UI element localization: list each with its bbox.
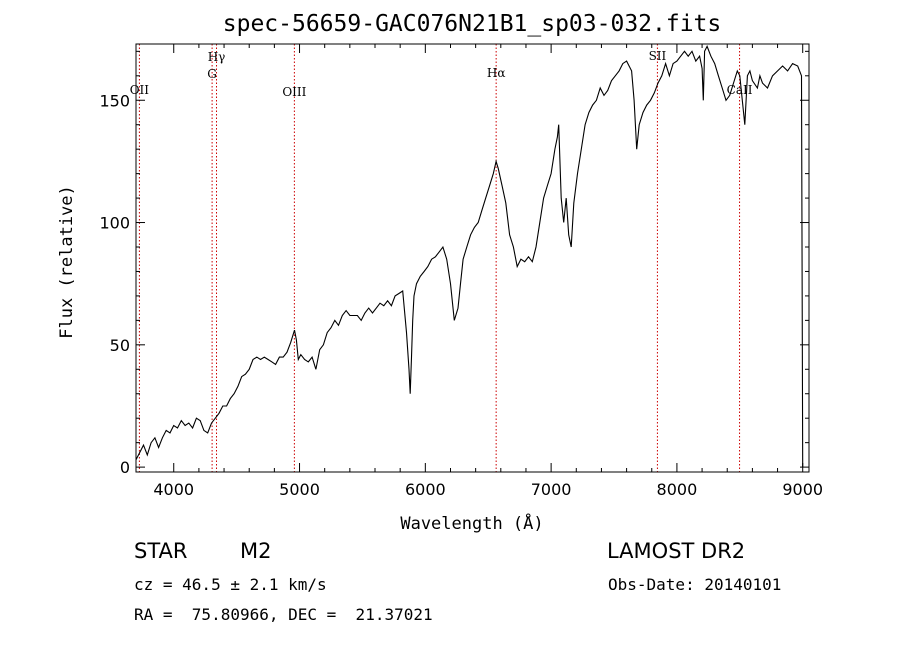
reference-line-label: OIII [282,85,306,99]
spectrum-chart: spec-56659-GAC076N21B1_sp03-032.fits OII… [57,11,823,534]
y-tick-label: 0 [120,458,130,477]
reference-line-label: CaII [727,83,753,97]
plot-frame [135,43,810,473]
reference-line-labels: OII Hγ G OIII Hα SII CaII [130,49,753,99]
redshift-cz: cz = 46.5 ± 2.1 km/s [134,575,327,594]
x-tick-label: 8000 [657,480,698,499]
x-tick-label: 9000 [782,480,823,499]
x-axis-label: Wavelength (Å) [400,512,543,534]
object-type: STAR [134,539,188,563]
survey-name: LAMOST DR2 [607,539,746,563]
reference-line-label: OII [130,83,150,97]
x-tick-label: 7000 [531,480,572,499]
reference-line-label: Hγ [208,50,226,64]
reference-lines [138,44,741,472]
x-tick-label: 4000 [153,480,194,499]
reference-line-label: Hα [487,66,506,80]
y-tick-label: 50 [110,336,130,355]
observation-date: Obs-Date: 20140101 [608,575,782,594]
y-axis-ticks: 0 50 100 150 [99,50,809,477]
x-tick-label: 5000 [279,480,320,499]
reference-line-label: G [207,67,217,81]
coordinates: RA = 75.80966, DEC = 21.37021 [134,605,433,624]
reference-line-label: SII [649,49,667,63]
spectrum-line [135,45,804,468]
y-axis-label: Flux (relative) [57,185,77,339]
y-tick-label: 150 [99,91,130,110]
chart-title: spec-56659-GAC076N21B1_sp03-032.fits [223,11,722,37]
y-tick-label: 100 [99,214,130,233]
x-axis-ticks: 4000 5000 6000 7000 8000 9000 [153,44,823,499]
object-subclass: M2 [240,539,272,563]
x-tick-label: 6000 [405,480,446,499]
